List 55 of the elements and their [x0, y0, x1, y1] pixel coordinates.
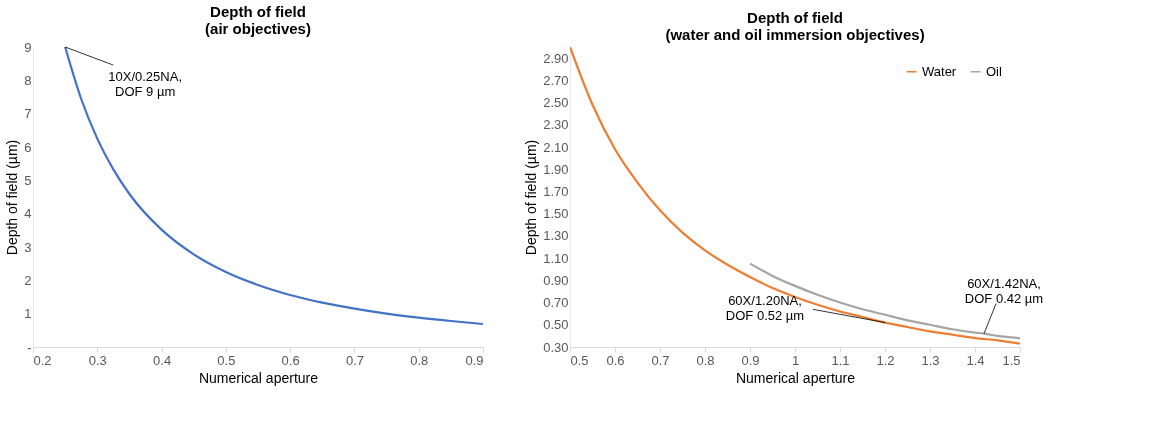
- y-tick-label: 3: [24, 239, 32, 255]
- x-tick-label: 0.8: [696, 352, 715, 368]
- x-tick-label: 0.6: [281, 352, 300, 368]
- y-tick-label: 0.90: [543, 272, 569, 288]
- x-tick-label: 0.5: [217, 352, 236, 368]
- x-axis-title: Numerical aperture: [735, 369, 856, 386]
- y-tick-label: 6: [24, 139, 32, 155]
- x-tick-label: 0.7: [651, 352, 670, 368]
- x-tick-label: 1: [791, 352, 800, 368]
- y-tick-label: 2.10: [543, 139, 569, 155]
- x-tick-label: 1.4: [966, 352, 985, 368]
- y-tick-label: 2.50: [543, 95, 569, 111]
- y-tick-label: 1.50: [543, 206, 569, 222]
- chart-title: Depth of field (air objectives): [205, 3, 311, 37]
- x-tick-label: 0.9: [741, 352, 760, 368]
- x-tick-label: 0.5: [570, 352, 589, 368]
- x-tick-label: 1.2: [876, 352, 895, 368]
- y-tick-label: 7: [24, 106, 32, 122]
- x-tick-label: 0.3: [88, 352, 107, 368]
- x-tick-label: 1.1: [831, 352, 850, 368]
- y-tick-label: 1.10: [543, 250, 569, 266]
- x-tick-label: 0.4: [153, 352, 172, 368]
- y-tick-label: -: [27, 339, 32, 355]
- x-tick-label: 1.3: [921, 352, 940, 368]
- x-tick-label: 0.9: [465, 352, 484, 368]
- y-tick-label: 2.30: [543, 117, 569, 133]
- legend-label: Oil: [986, 63, 1002, 79]
- annotation: 60X/1.20NA, DOF 0.52 µm: [725, 292, 805, 323]
- y-tick-label: 1.90: [543, 161, 569, 177]
- y-tick-label: 0.50: [543, 317, 569, 333]
- y-tick-label: 1: [24, 306, 32, 322]
- y-tick-label: 2.90: [543, 50, 569, 66]
- y-tick-label: 1.30: [543, 228, 569, 244]
- y-axis-title: Depth of field (µm): [523, 139, 540, 256]
- x-tick-label: 1.5: [1002, 352, 1021, 368]
- x-tick-label: 0.6: [606, 352, 625, 368]
- y-tick-label: 5: [24, 172, 32, 188]
- y-axis-title: Depth of field (µm): [4, 139, 21, 256]
- annotation: 10X/0.25NA, DOF 9 µm: [108, 69, 182, 99]
- chart-title: Depth of field (water and oil immersion objectives): [665, 9, 925, 43]
- y-tick-label: 0.30: [543, 339, 569, 355]
- x-tick-label: 0.7: [345, 352, 364, 368]
- y-tick-label: 4: [24, 206, 32, 222]
- x-tick-label: 0.2: [33, 352, 52, 368]
- y-tick-label: 8: [24, 72, 32, 88]
- legend-label: Water: [922, 63, 957, 79]
- x-tick-label: 0.8: [410, 352, 429, 368]
- y-tick-label: 0.70: [543, 295, 569, 311]
- y-tick-label: 1.70: [543, 183, 569, 199]
- annotation: 60X/1.42NA, DOF 0.42 µm: [964, 275, 1044, 306]
- line-series: [64, 47, 483, 326]
- y-tick-label: 2: [24, 272, 32, 288]
- x-axis-title: Numerical aperture: [198, 369, 319, 386]
- y-tick-label: 9: [24, 39, 32, 55]
- y-tick-label: 2.70: [543, 72, 569, 88]
